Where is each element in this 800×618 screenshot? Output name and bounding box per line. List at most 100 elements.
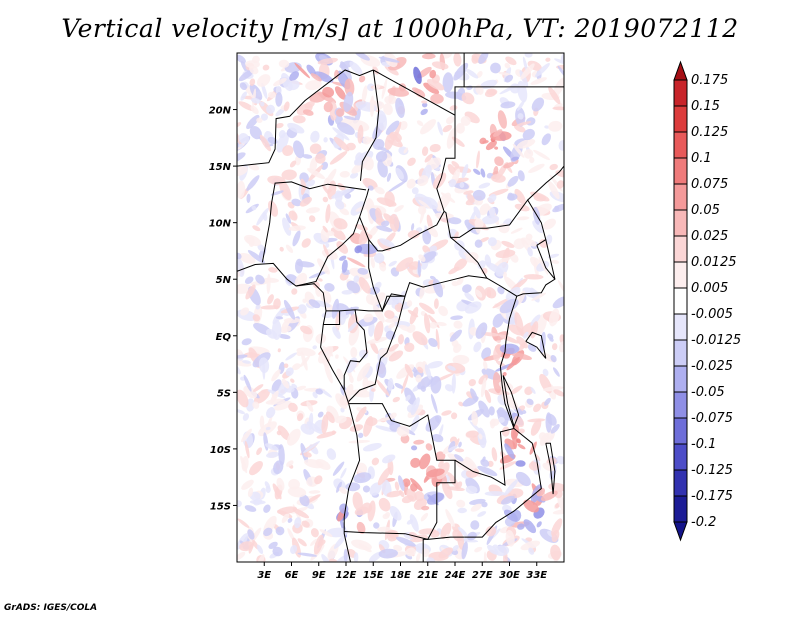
field-patch [293,140,305,159]
field-patch [260,113,268,121]
field-patch [485,261,504,275]
field-patch [373,522,380,529]
field-patch [523,331,529,339]
lon-tick-label: 12E [336,570,357,581]
colorbar-top-arrow [673,60,688,81]
field-patch [321,414,329,434]
lon-tick-label: 33E [526,570,547,581]
field-patch [315,333,327,344]
field-patch [452,529,463,542]
field-patch [277,506,298,515]
field-patch [512,429,518,450]
field-patch [472,189,486,201]
field-patch [256,447,263,456]
field-patch [453,53,462,67]
field-patch [335,354,339,359]
field-patch [541,133,551,146]
field-patch [510,227,523,234]
field-patch [504,412,513,419]
field-patch [334,415,347,424]
boundary-line [237,69,374,167]
field-patch [470,388,478,402]
field-patch [344,192,352,199]
field-patch [286,460,294,467]
field-patch [237,518,250,529]
field-patch [510,385,523,395]
field-patch [411,187,419,195]
field-patch [272,483,282,500]
field-patch [281,378,290,389]
lat-tick-label: 15S [210,501,231,512]
field-patch [504,443,515,460]
field-patch [451,339,459,348]
field-patch [238,133,250,144]
field-patch [533,194,546,202]
field-patch [343,383,354,403]
field-patch [436,321,447,327]
field-patch [437,121,443,136]
field-patch [344,78,355,97]
field-patch [420,119,436,135]
colorbar-segment [673,417,688,445]
boundary-line [343,309,368,391]
field-patch [358,231,369,246]
field-patch [502,271,507,278]
field-patch [273,400,292,411]
field-patch [447,164,457,176]
field-patch [449,329,462,342]
field-patch [387,139,403,148]
lon-tick-label: 30E [499,570,520,581]
colorbar-segment [673,209,688,237]
colorbar-level-label: 0.1 [691,151,712,166]
field-patch [418,254,426,262]
field-patch [474,546,483,553]
colorbar-segment [673,105,688,133]
lat-tick-label: 20N [209,106,232,117]
field-patch [450,412,458,420]
field-patch [441,410,452,416]
field-patch [545,57,551,62]
field-patch [240,455,248,474]
field-patch [468,378,476,387]
field-patch [544,397,551,406]
field-patch [526,398,534,406]
boundary-line [348,296,406,402]
colorbar-segment [673,183,688,211]
field-patch [321,161,329,170]
field-patch [321,554,332,562]
field-patch [273,460,284,475]
boundary-line [502,375,520,428]
field-patch [456,276,464,286]
field-patch [503,162,515,169]
field-patch [405,547,416,557]
field-patch [523,499,539,513]
field-patch [333,218,348,230]
field-patch [319,529,333,538]
field-patch [356,362,371,382]
field-patch [550,355,557,363]
field-patch [550,423,560,434]
field-patch [304,459,324,469]
field-patch [329,150,348,165]
field-patch [336,108,345,117]
field-patch [313,534,324,555]
field-patch [277,425,291,441]
field-patch [324,283,335,292]
field-patch [242,413,250,421]
field-patch [336,122,355,135]
field-patch [403,147,409,154]
field-patch [306,494,321,504]
field-patch [336,241,349,254]
field-patch [310,130,320,143]
field-patch [327,188,332,193]
boundary-line [450,199,547,246]
field-patch [374,252,385,264]
field-patch [409,514,419,532]
field-patch [463,190,474,195]
field-patch [413,66,422,85]
field-patch [538,432,547,441]
field-patch [490,62,501,74]
field-patch [514,124,526,133]
field-patch [501,240,515,248]
axis-ticks: 3E 6E 9E 12E 15E 18E 21E 24E 27E 30E 33E 20N 15N 10N 5… [209,106,548,581]
